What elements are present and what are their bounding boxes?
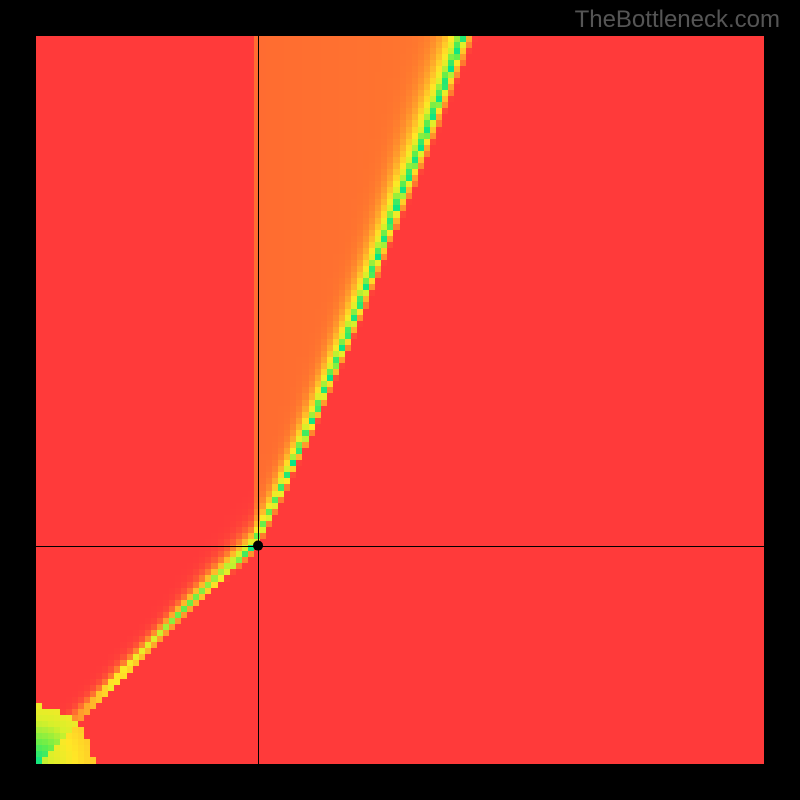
chart-container: TheBottleneck.com bbox=[0, 0, 800, 800]
watermark-text: TheBottleneck.com bbox=[575, 6, 780, 34]
bottleneck-heatmap bbox=[36, 36, 764, 764]
